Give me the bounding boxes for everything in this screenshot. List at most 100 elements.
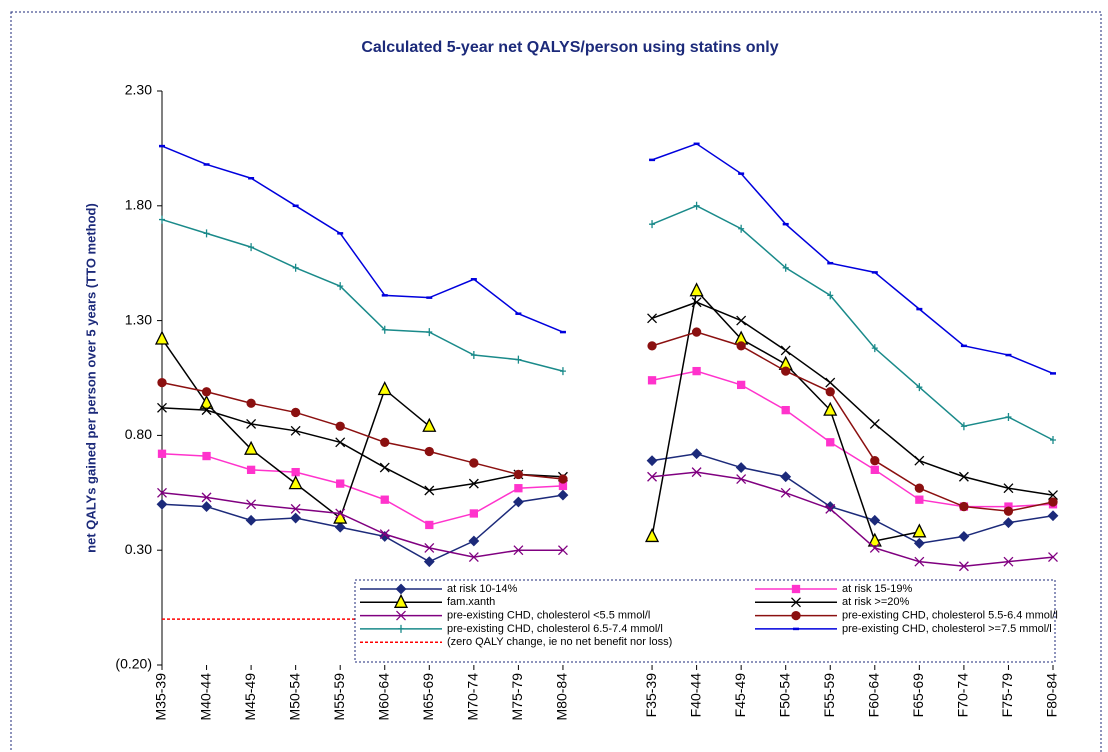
marker (379, 462, 390, 473)
marker (871, 344, 878, 353)
marker (424, 446, 434, 457)
marker (157, 377, 167, 388)
marker (246, 418, 257, 429)
marker (1003, 483, 1014, 494)
marker (736, 315, 747, 326)
marker (692, 366, 701, 376)
x-tick-label: F80-84 (1044, 673, 1060, 718)
series-line (161, 453, 1054, 563)
marker (914, 483, 924, 493)
marker (958, 471, 969, 482)
marker (1048, 490, 1058, 501)
legend-entries: at risk 10-14% at risk 15-19% fam.xanth at … (360, 583, 1058, 648)
marker (202, 451, 211, 461)
series (157, 467, 1058, 572)
marker (154, 330, 170, 345)
series (157, 327, 1058, 516)
marker (379, 529, 390, 540)
marker (691, 448, 703, 460)
marker (791, 584, 801, 594)
marker (393, 593, 409, 608)
marker (869, 514, 881, 526)
x-tick-label: M50-54 (286, 673, 302, 721)
marker (469, 509, 479, 518)
marker (558, 474, 568, 484)
legend-label: at risk >=20% (842, 596, 909, 608)
marker (515, 355, 522, 364)
marker (246, 398, 256, 408)
marker (513, 545, 524, 556)
legend-label: at risk 10-14% (447, 583, 518, 595)
marker (201, 387, 212, 397)
marker (290, 425, 301, 436)
x-tick-label: F65-69 (910, 673, 926, 718)
series-line (161, 142, 1054, 375)
marker (916, 383, 923, 392)
marker (244, 440, 259, 455)
marker (647, 376, 657, 385)
marker (912, 523, 927, 538)
marker (156, 498, 168, 510)
series (156, 448, 1059, 568)
marker (424, 542, 435, 553)
marker (291, 467, 300, 477)
marker (557, 489, 569, 501)
y-tick-label: 1.30 (125, 311, 152, 327)
marker (203, 229, 210, 238)
marker (468, 552, 479, 563)
marker (647, 341, 657, 351)
x-tick-label: M75-79 (509, 673, 525, 721)
marker (336, 479, 345, 488)
marker (870, 465, 879, 474)
marker (337, 282, 344, 291)
marker (512, 496, 524, 508)
marker (290, 503, 301, 514)
marker (199, 394, 214, 409)
marker (914, 455, 925, 466)
marker (157, 402, 167, 413)
marker (791, 610, 801, 621)
legend-label: pre-existing CHD, cholesterol >=7.5 mmol… (842, 623, 1052, 635)
marker (377, 381, 392, 396)
marker (201, 405, 212, 416)
series (159, 142, 1056, 375)
marker (335, 437, 346, 448)
marker (823, 401, 838, 416)
marker (647, 313, 658, 324)
marker (960, 422, 967, 431)
x-tick-label: M55-59 (331, 673, 347, 721)
legend-label: pre-existing CHD, cholesterol <5.5 mmol/… (447, 610, 650, 622)
marker (869, 418, 880, 429)
marker (825, 377, 836, 388)
series (159, 201, 1056, 444)
marker (646, 455, 658, 467)
marker (913, 537, 925, 549)
x-tick-label: M65-69 (420, 673, 436, 721)
marker (737, 380, 746, 390)
marker (691, 297, 702, 308)
marker (1003, 556, 1014, 567)
marker (780, 345, 791, 356)
marker (380, 495, 389, 504)
marker (649, 220, 656, 229)
marker (1050, 435, 1056, 444)
series (157, 366, 1058, 530)
marker (959, 501, 969, 512)
marker (396, 610, 406, 621)
marker (292, 263, 299, 272)
marker (334, 521, 346, 533)
x-tick-label: F45-49 (732, 673, 748, 718)
marker (557, 545, 568, 556)
x-tick-label: M60-64 (375, 673, 391, 721)
marker (468, 535, 480, 547)
marker (826, 438, 835, 447)
marker (157, 487, 167, 498)
marker (380, 437, 390, 447)
marker (1005, 413, 1012, 422)
marker (423, 556, 435, 568)
marker (735, 462, 747, 473)
marker (159, 215, 165, 224)
y-tick-label: 0.80 (125, 426, 152, 442)
marker (1047, 510, 1059, 522)
marker (559, 367, 566, 376)
